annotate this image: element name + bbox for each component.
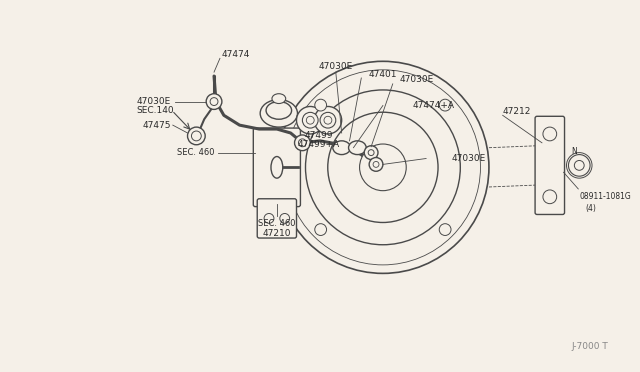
Ellipse shape [260, 100, 298, 127]
Circle shape [439, 224, 451, 235]
Ellipse shape [271, 157, 283, 178]
Text: (4): (4) [586, 204, 596, 213]
Ellipse shape [266, 102, 292, 119]
Circle shape [574, 160, 584, 170]
Circle shape [543, 190, 557, 204]
Circle shape [314, 106, 342, 134]
Circle shape [315, 99, 326, 111]
Text: SEC.140: SEC.140 [136, 106, 174, 115]
Circle shape [277, 61, 489, 273]
Text: 47499+A: 47499+A [298, 140, 340, 149]
FancyBboxPatch shape [535, 116, 564, 215]
Text: 47499: 47499 [305, 131, 333, 140]
Circle shape [364, 146, 378, 160]
Text: 47401: 47401 [369, 70, 397, 78]
Circle shape [294, 135, 310, 151]
Ellipse shape [349, 141, 366, 155]
Ellipse shape [272, 94, 285, 103]
Circle shape [302, 112, 318, 128]
Circle shape [264, 214, 274, 223]
Circle shape [315, 224, 326, 235]
Ellipse shape [333, 141, 351, 155]
Circle shape [439, 99, 451, 111]
Text: 47474+A: 47474+A [412, 101, 454, 110]
Text: J-7000 T: J-7000 T [572, 342, 609, 351]
Text: 47212: 47212 [502, 107, 531, 116]
Circle shape [296, 106, 324, 134]
FancyBboxPatch shape [253, 128, 300, 206]
Circle shape [360, 144, 406, 191]
Circle shape [305, 90, 460, 245]
Circle shape [320, 112, 336, 128]
Circle shape [298, 139, 307, 147]
Circle shape [543, 127, 557, 141]
FancyBboxPatch shape [257, 199, 296, 238]
Text: 47474: 47474 [221, 50, 250, 59]
Circle shape [191, 131, 201, 141]
Text: 47030E: 47030E [136, 97, 171, 106]
Text: 47210: 47210 [262, 229, 291, 238]
Text: 47030E: 47030E [399, 76, 433, 84]
Text: 47475: 47475 [142, 121, 171, 129]
Circle shape [369, 157, 383, 171]
Circle shape [368, 150, 374, 155]
Circle shape [206, 94, 222, 109]
Text: SEC. 460: SEC. 460 [258, 219, 296, 228]
Circle shape [328, 112, 438, 222]
Text: SEC. 460: SEC. 460 [177, 148, 214, 157]
Text: 08911-1081G: 08911-1081G [579, 192, 631, 201]
Circle shape [568, 155, 590, 176]
Circle shape [280, 214, 290, 223]
Text: N: N [572, 147, 577, 156]
Circle shape [210, 97, 218, 106]
Text: 47030E: 47030E [319, 62, 353, 71]
Text: 47030E: 47030E [452, 154, 486, 163]
Circle shape [188, 127, 205, 145]
